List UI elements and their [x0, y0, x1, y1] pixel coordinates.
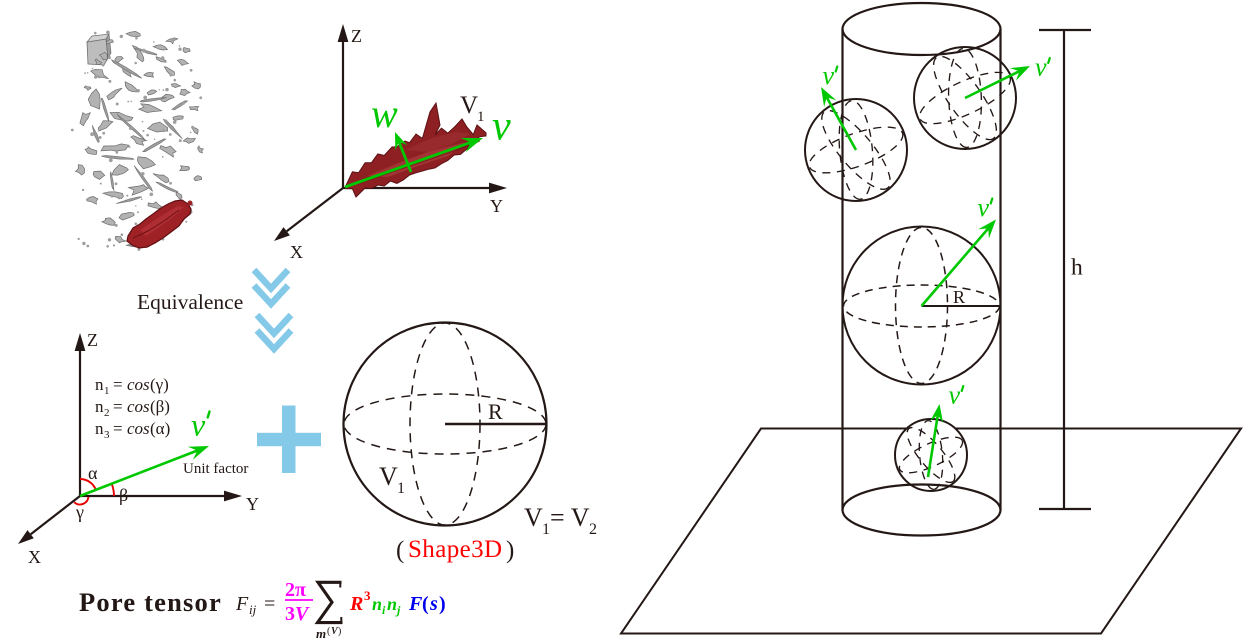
svg-text:(β): (β): [150, 397, 170, 416]
svg-text:Z: Z: [87, 330, 98, 350]
svg-text:3: 3: [285, 603, 295, 625]
svg-text:V: V: [379, 462, 398, 491]
svg-text:2: 2: [589, 521, 597, 538]
svg-text:R: R: [349, 593, 363, 615]
svg-text:n: n: [387, 594, 397, 614]
svg-text:(: (: [396, 537, 404, 564]
svg-text:): ): [439, 593, 446, 615]
svg-text:i: i: [382, 603, 386, 617]
svg-text:cos: cos: [127, 397, 150, 416]
svg-text:v: v: [191, 407, 206, 443]
svg-text:X: X: [28, 547, 41, 567]
svg-text:V: V: [460, 92, 478, 119]
svg-text:): ): [338, 626, 341, 637]
svg-text:R: R: [488, 399, 503, 424]
svg-text:Equivalence: Equivalence: [137, 290, 243, 314]
svg-text:): ): [506, 537, 514, 564]
svg-text:cos: cos: [127, 375, 150, 394]
svg-text:2π: 2π: [285, 579, 306, 601]
svg-text:=: =: [113, 397, 123, 416]
svg-text:n: n: [95, 397, 104, 416]
svg-text:n: n: [95, 419, 104, 438]
svg-text:(: (: [422, 593, 429, 615]
svg-text:j: j: [395, 603, 401, 617]
svg-text:(γ): (γ): [150, 375, 169, 394]
svg-text:3: 3: [364, 588, 371, 603]
svg-text:Shape3D: Shape3D: [408, 536, 502, 563]
svg-text:V: V: [524, 503, 543, 532]
svg-text:v: v: [1035, 53, 1047, 82]
svg-text:v: v: [823, 61, 835, 90]
svg-text:Y: Y: [490, 196, 503, 216]
svg-text:=: =: [264, 593, 275, 615]
svg-text:m: m: [316, 626, 326, 641]
svg-text:ij: ij: [249, 602, 257, 617]
svg-text:n: n: [372, 594, 382, 614]
svg-text:=: =: [113, 375, 123, 394]
svg-text:n: n: [95, 375, 104, 394]
svg-text:1: 1: [104, 385, 110, 397]
svg-text:cos: cos: [127, 419, 150, 438]
svg-text:3: 3: [104, 429, 110, 441]
svg-text:Y: Y: [246, 494, 259, 514]
svg-text:β: β: [119, 485, 128, 505]
svg-text:h: h: [1071, 255, 1083, 281]
svg-text:v: v: [978, 193, 990, 222]
svg-text:α: α: [88, 463, 98, 483]
svg-text:v: v: [492, 104, 511, 150]
svg-text:X: X: [290, 242, 303, 262]
svg-text:(: (: [327, 626, 331, 637]
svg-text:=: =: [113, 419, 123, 438]
svg-text:F: F: [408, 593, 423, 615]
svg-text:V: V: [331, 626, 339, 637]
svg-text:w: w: [371, 91, 398, 136]
svg-text:2: 2: [104, 407, 110, 419]
svg-text:γ: γ: [75, 502, 84, 522]
svg-text:s: s: [429, 593, 438, 615]
svg-text:1: 1: [397, 480, 405, 497]
svg-text:= V: = V: [550, 503, 590, 532]
svg-text:Z: Z: [351, 26, 362, 46]
svg-text:Pore tensor: Pore tensor: [79, 587, 222, 617]
svg-text:1: 1: [477, 109, 485, 125]
svg-text:Unit factor: Unit factor: [183, 461, 248, 477]
svg-text:R: R: [953, 287, 965, 307]
svg-text:1: 1: [542, 521, 550, 538]
svg-text:v: v: [949, 381, 961, 410]
svg-text:F: F: [235, 593, 249, 615]
svg-text:V: V: [295, 603, 310, 625]
svg-text:(α): (α): [150, 419, 170, 438]
